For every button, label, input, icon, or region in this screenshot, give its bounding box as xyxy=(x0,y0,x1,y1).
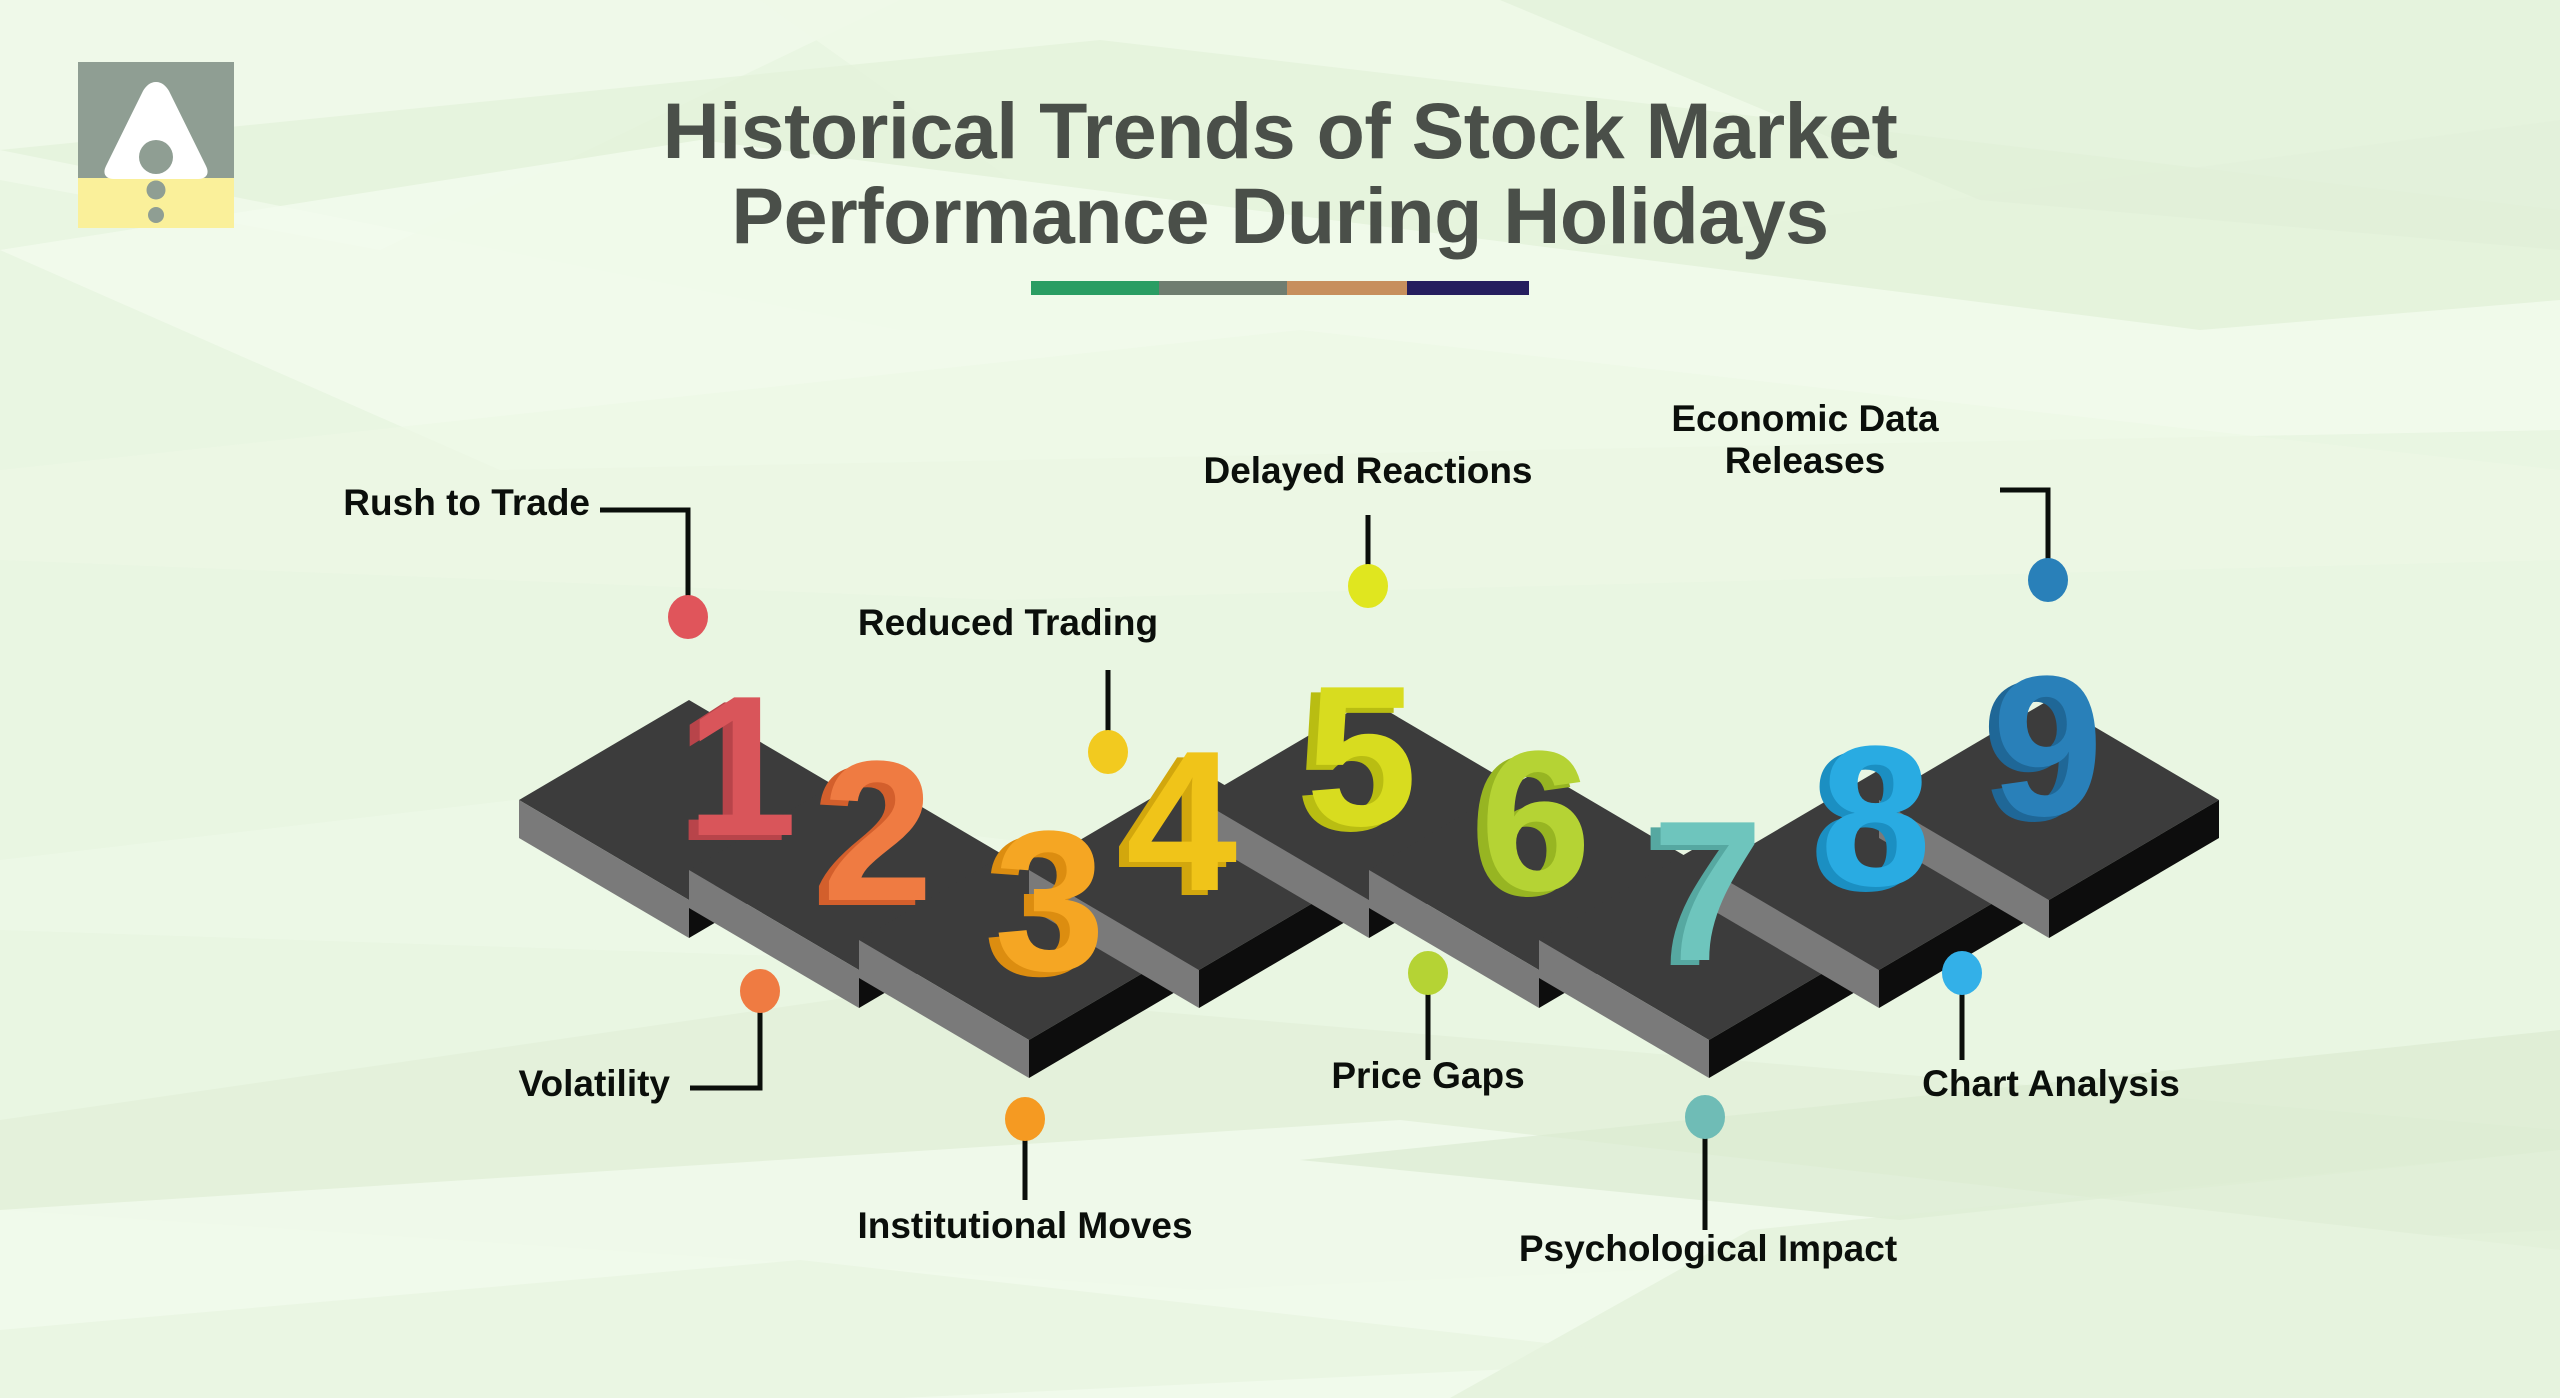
step-block-9[interactable] xyxy=(1879,700,2219,938)
callout-dot-4[interactable] xyxy=(1088,730,1128,774)
step-number-5: 5 xyxy=(1306,645,1417,868)
step-number-8-shadow: 8 xyxy=(1810,710,1921,933)
page-title-line1: Historical Trends of Stock Market xyxy=(662,86,1898,175)
step-number-6: 6 xyxy=(1480,710,1591,933)
divider-segment-navy xyxy=(1407,280,1529,295)
step-number-9-shadow: 9 xyxy=(1982,640,2093,863)
step-number-4: 4 xyxy=(1126,710,1237,933)
callout-label-volatility[interactable]: Volatility xyxy=(518,1063,670,1104)
callout-dot-2[interactable] xyxy=(740,969,780,1013)
step-number-5-shadow: 5 xyxy=(1296,650,1407,873)
callout-dot-6[interactable] xyxy=(1408,951,1448,995)
step-number-3: 3 xyxy=(994,790,1105,1013)
step-number-1: 1 xyxy=(686,655,797,878)
connector-2 xyxy=(690,1010,763,1091)
callout-label-delayed-reactions[interactable]: Delayed Reactions xyxy=(1203,450,1533,491)
page-title: Historical Trends of Stock Market Perform… xyxy=(460,88,2100,259)
brand-logo[interactable] xyxy=(78,62,234,228)
page-title-line2: Performance During Holidays xyxy=(731,171,1829,261)
title-divider xyxy=(1031,280,1529,295)
callout-connectors xyxy=(600,487,2051,1230)
connector-1 xyxy=(600,507,691,600)
divider-segment-tan xyxy=(1287,280,1407,295)
economic-data-line1: Economic Data xyxy=(1671,398,1939,439)
step-number-6-shadow: 6 xyxy=(1470,715,1581,938)
step-number-2-shadow: 2 xyxy=(812,725,923,948)
connector-9 xyxy=(2000,487,2051,565)
callout-label-chart-analysis[interactable]: Chart Analysis xyxy=(1922,1063,2180,1104)
callout-label-psychological-impact[interactable]: Psychological Impact xyxy=(1518,1228,1898,1269)
callout-dot-9[interactable] xyxy=(2028,558,2068,602)
callout-dots xyxy=(668,558,2068,1141)
callout-label-price-gaps[interactable]: Price Gaps xyxy=(1331,1055,1525,1096)
step-number-4-shadow: 4 xyxy=(1116,715,1227,938)
callout-dot-1[interactable] xyxy=(668,595,708,639)
triangle-icon xyxy=(104,82,208,179)
title-block: Historical Trends of Stock Market Perform… xyxy=(0,88,2560,295)
divider-segment-green xyxy=(1031,280,1159,295)
callout-dot-8[interactable] xyxy=(1942,951,1982,995)
callout-dot-7[interactable] xyxy=(1685,1095,1725,1139)
step-number-2: 2 xyxy=(822,720,933,943)
step-number-1-shadow: 1 xyxy=(676,660,787,883)
step-numbers: 1 1 2 2 3 3 4 4 5 5 6 6 7 7 8 8 9 9 xyxy=(676,635,2103,1018)
logo-dots-icon xyxy=(146,180,166,223)
step-number-9: 9 xyxy=(1992,635,2103,858)
divider-segment-sage xyxy=(1159,280,1287,295)
callout-dot-5[interactable] xyxy=(1348,564,1388,608)
step-number-3-shadow: 3 xyxy=(984,795,1095,1018)
callout-label-economic-data-releases[interactable]: Economic Data Releases xyxy=(1600,398,2010,482)
step-number-7: 7 xyxy=(1652,780,1763,1003)
step-number-7-shadow: 7 xyxy=(1642,785,1753,1008)
callout-dot-3[interactable] xyxy=(1005,1097,1045,1141)
callout-label-rush-to-trade[interactable]: Rush to Trade xyxy=(343,482,590,523)
economic-data-line2: Releases xyxy=(1724,439,1886,481)
callout-label-institutional-moves[interactable]: Institutional Moves xyxy=(857,1205,1193,1246)
callout-label-reduced-trading[interactable]: Reduced Trading xyxy=(857,602,1159,643)
step-number-8: 8 xyxy=(1820,705,1931,928)
